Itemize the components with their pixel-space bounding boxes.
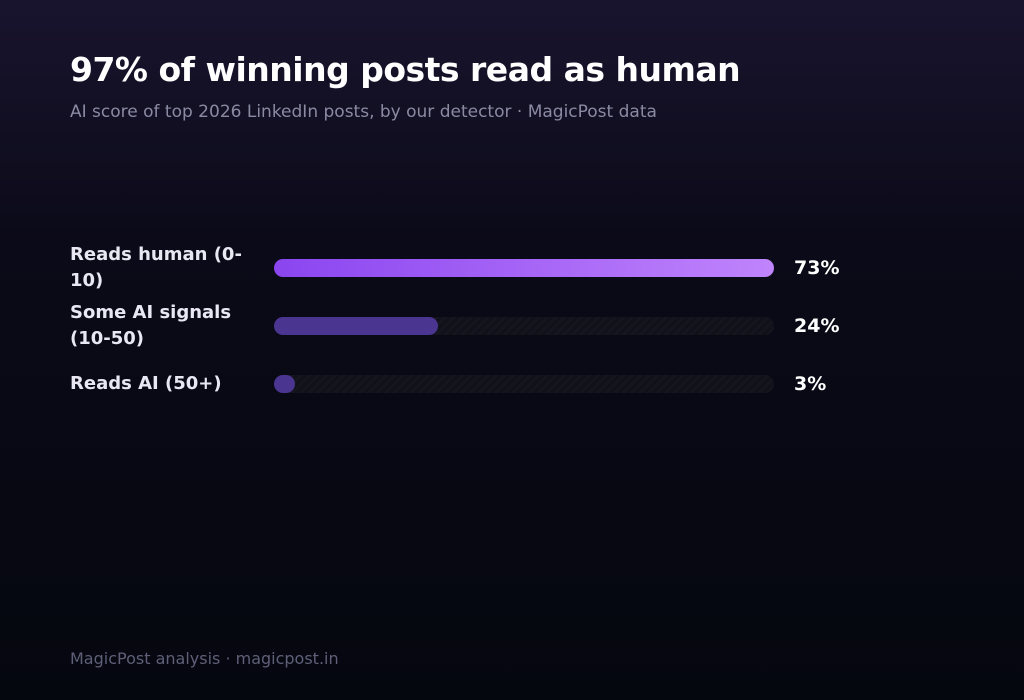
bar-row: Reads human (0-10) 73% (70, 240, 870, 296)
footer: MagicPost analysis · magicpost.in (70, 649, 339, 668)
bar-track (274, 259, 774, 277)
value-label: 73% (794, 257, 840, 279)
value-label: 3% (794, 373, 827, 395)
bar-track (274, 375, 774, 393)
category-label: Reads AI (50+) (70, 373, 222, 394)
bar (274, 259, 774, 277)
value-label: 24% (794, 315, 840, 337)
bar (274, 375, 295, 393)
bar-row: Some AI signals (10-50) 24% (70, 298, 870, 354)
bar-row: Reads AI (50+) 3% (70, 356, 870, 412)
category-label: Reads human (0-10) (70, 244, 242, 291)
chart-subtitle: AI score of top 2026 LinkedIn posts, by … (70, 102, 657, 122)
category-label: Some AI signals (10-50) (70, 302, 232, 349)
bar (274, 317, 439, 335)
bar-track (274, 317, 774, 335)
chart-title: 97% of winning posts read as human (70, 50, 741, 89)
